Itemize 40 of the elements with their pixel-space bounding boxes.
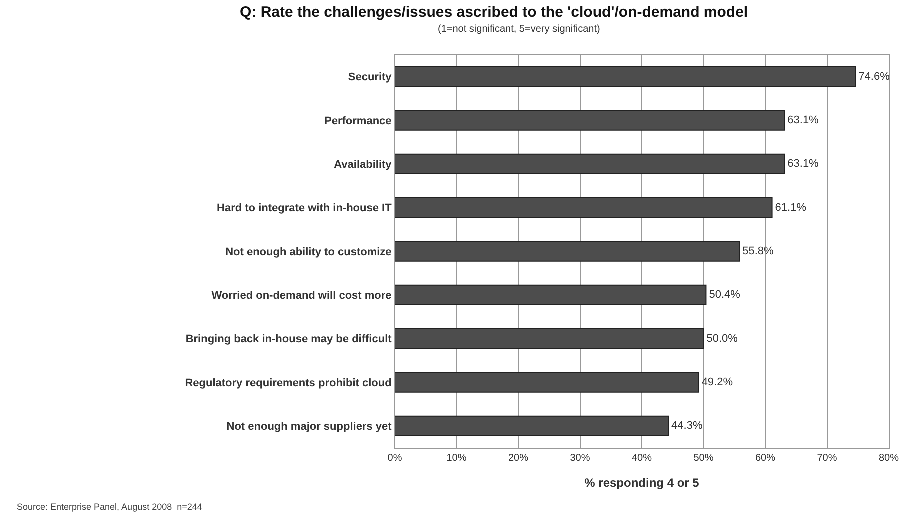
y-tick-label: Not enough major suppliers yet xyxy=(226,421,392,434)
y-tick-label: Security xyxy=(348,72,393,84)
x-tick-label: 50% xyxy=(694,453,714,464)
x-tick-label: 20% xyxy=(508,453,529,464)
data-label: 50.4% xyxy=(709,289,741,302)
data-label: 63.1% xyxy=(788,158,820,170)
y-tick-label: Hard to integrate with in-house IT xyxy=(217,202,392,215)
bar xyxy=(395,416,670,436)
data-label: 55.8% xyxy=(742,246,774,258)
bar xyxy=(395,328,704,350)
x-tick-label: 60% xyxy=(755,453,776,464)
chart-subtitle: (1=not significant, 5=very significant) xyxy=(438,24,600,35)
x-tick-label: 10% xyxy=(446,453,467,464)
bar xyxy=(395,110,786,131)
y-tick-label: Availability xyxy=(334,159,393,172)
bar xyxy=(395,241,740,262)
x-tick-label: 40% xyxy=(632,453,652,464)
data-label: 50.0% xyxy=(706,332,738,345)
bar xyxy=(395,372,700,393)
bar xyxy=(395,284,707,306)
y-tick-label: Regulatory requirements prohibit cloud xyxy=(185,377,392,390)
bar xyxy=(395,198,773,218)
data-label: 44.3% xyxy=(672,420,703,432)
data-label: 74.6% xyxy=(858,70,890,83)
x-tick-label: 80% xyxy=(878,453,900,464)
data-label: 63.1% xyxy=(788,114,820,127)
y-tick-label: Bringing back in-house may be difficult xyxy=(186,334,392,346)
bar xyxy=(395,66,856,88)
y-tick-label: Worried on-demand will cost more xyxy=(212,290,392,302)
data-label: 49.2% xyxy=(702,376,734,388)
x-tick-label: 30% xyxy=(570,453,590,464)
x-tick-label: 70% xyxy=(817,453,838,464)
x-tick-label: 0% xyxy=(388,453,402,464)
y-tick-label: Performance xyxy=(324,115,392,128)
x-axis-title: % responding 4 or 5 xyxy=(584,476,700,490)
chart-title: Q: Rate the challenges/issues ascribed to the 'cloud'/on-demand model xyxy=(240,4,748,21)
y-tick-label: Not enough ability to customize xyxy=(226,246,392,258)
bar xyxy=(395,154,786,174)
source-note: Source: Enterprise Panel, August 2008 n=244 xyxy=(17,502,202,512)
data-label: 61.1% xyxy=(775,202,807,214)
